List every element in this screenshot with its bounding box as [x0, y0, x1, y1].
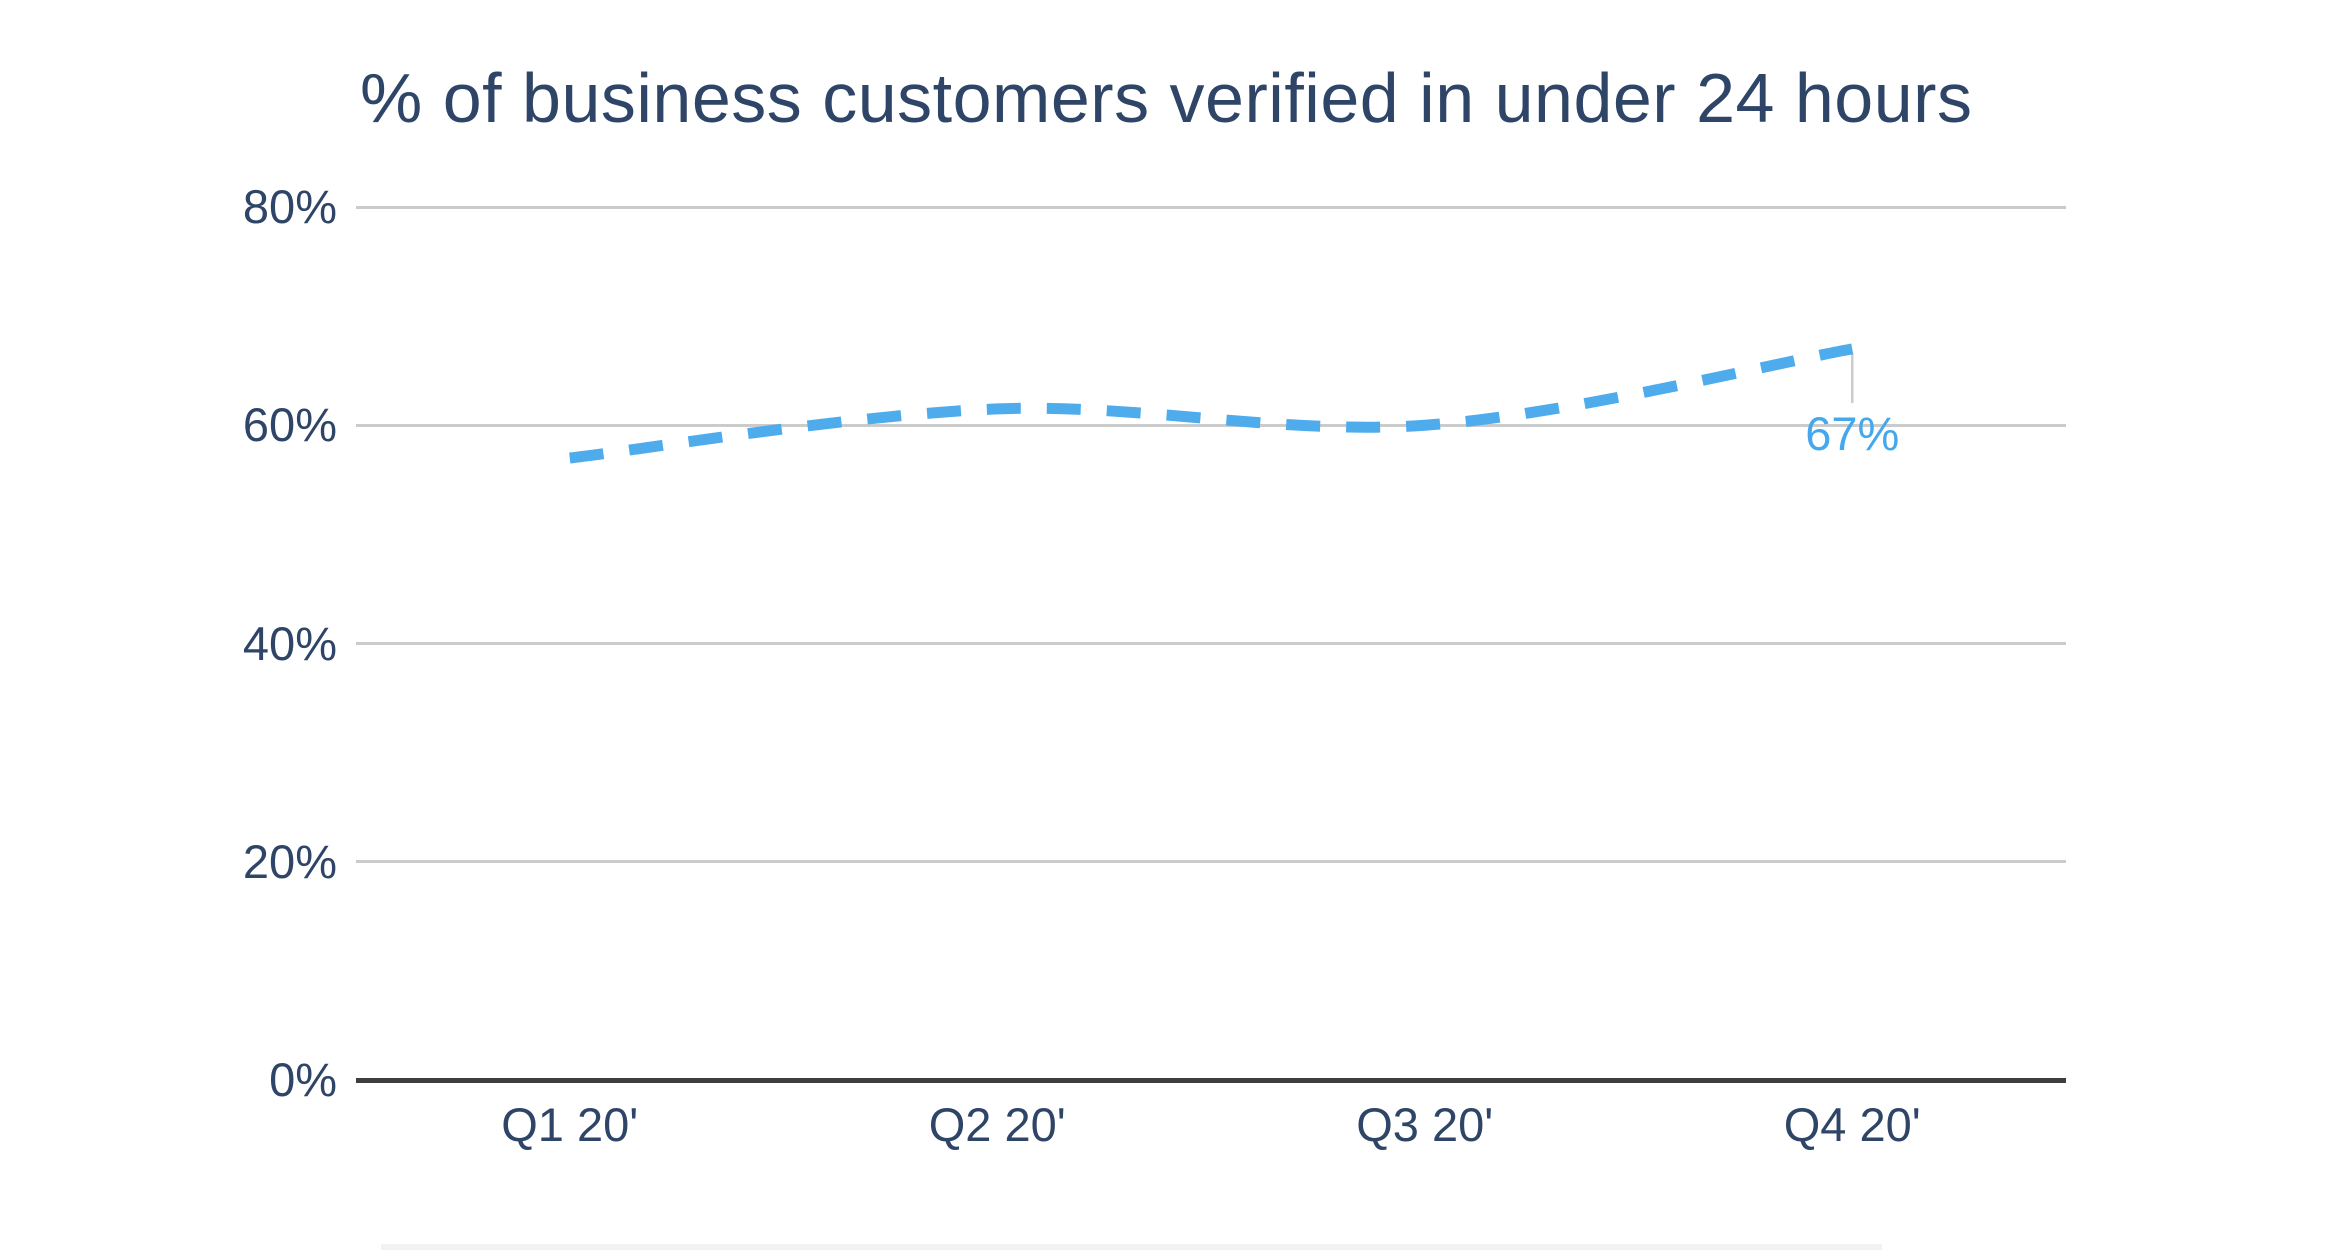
x-tick-label-q4: Q4 20' — [1783, 1098, 1921, 1151]
x-axis-line — [356, 1077, 2066, 1083]
y-tick-label-20: 20% — [242, 834, 337, 888]
gridline-80 — [356, 205, 2066, 209]
chart-title: % of business customers verified in unde… — [360, 59, 1973, 137]
bottom-edge-strip — [381, 1244, 1882, 1250]
y-tick-label-40: 40% — [242, 616, 337, 670]
x-tick-label-q2: Q2 20' — [928, 1098, 1066, 1151]
data-label-q4: 67% — [1805, 407, 1900, 460]
y-tick-label-60: 60% — [242, 398, 337, 452]
gridline-20 — [356, 860, 2066, 864]
x-tick-label-q3: Q3 20' — [1356, 1098, 1494, 1151]
gridline-40 — [356, 642, 2066, 645]
series-dashed-line — [569, 343, 1854, 464]
y-tick-label-0: 0% — [269, 1053, 337, 1106]
x-tick-label-q1: Q1 20' — [501, 1098, 639, 1151]
y-tick-label-80: 80% — [242, 180, 337, 233]
